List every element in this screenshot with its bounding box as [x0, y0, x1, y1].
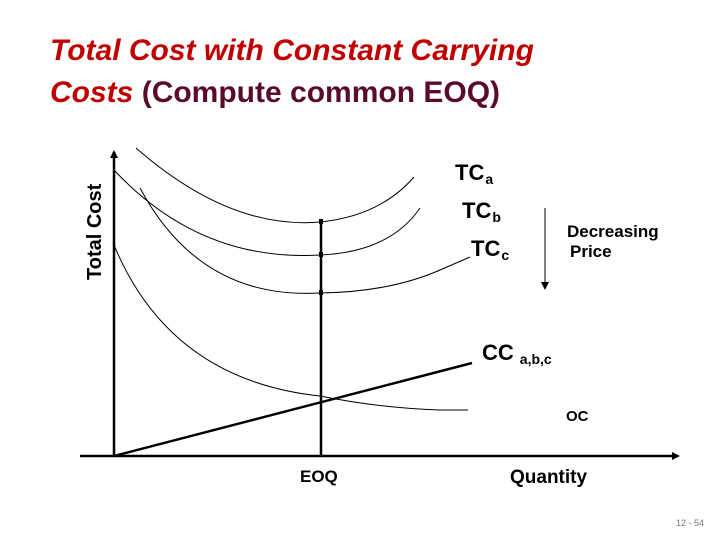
title-part2: Costs — [50, 76, 134, 109]
slide-title: Total Cost with Constant Carrying Costs … — [50, 30, 534, 114]
tcb-label: TCb — [462, 198, 501, 225]
tca-sub: a — [485, 171, 494, 187]
tca-main: TC — [455, 160, 485, 185]
annotation-line1: Decreasing — [567, 222, 659, 241]
page-number: 12 - 54 — [675, 518, 704, 528]
title-part3: (Compute common EOQ) — [141, 76, 501, 109]
tca-curve — [135, 147, 415, 224]
x-axis-label: Quantity — [510, 467, 588, 488]
cc-main: CC — [482, 340, 514, 365]
tcc-sub: c — [501, 247, 510, 263]
annotation-line2: Price — [570, 242, 612, 261]
tcc-curve — [139, 187, 441, 294]
oc-curve — [113, 244, 468, 411]
tcb-sub: b — [492, 209, 501, 225]
oc-label: OC — [566, 408, 589, 425]
y-axis-label: Total Cost — [84, 183, 106, 280]
tcc-main: TC — [471, 236, 501, 261]
cc-label: CC a,b,c — [482, 340, 552, 367]
eoq-label: EOQ — [300, 467, 338, 486]
tcb-main: TC — [462, 198, 492, 223]
cc-line — [113, 361, 473, 458]
tca-label: TCa — [455, 160, 493, 187]
tcc-leader — [439, 256, 471, 271]
cc-sub: a,b,c — [519, 351, 552, 367]
tcb-curve — [113, 169, 421, 256]
tcc-label: TCc — [471, 236, 509, 263]
decreasing-price-label: Decreasing Price — [567, 222, 659, 262]
title-part1: Total Cost with Constant Carrying — [50, 34, 534, 67]
